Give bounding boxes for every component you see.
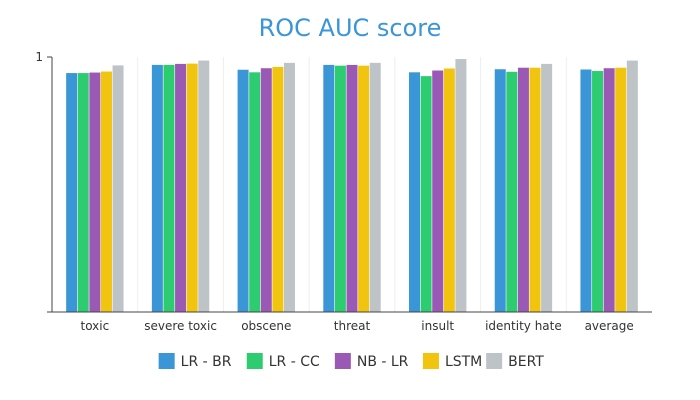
bar [198, 60, 210, 312]
bar [272, 66, 284, 312]
grid-lines [137, 57, 567, 312]
x-tick-label: average [585, 319, 634, 333]
bar [77, 73, 89, 312]
bar [541, 63, 553, 313]
x-tick-label: identity hate [485, 319, 562, 333]
bar [615, 67, 627, 313]
bar [175, 63, 187, 313]
legend-swatch [158, 353, 175, 369]
bar [409, 72, 421, 312]
legend-item: BERT [486, 353, 544, 370]
legend-item: NB - LR [334, 353, 409, 370]
legend-item: LR - CC [246, 353, 320, 370]
bar [529, 67, 541, 313]
legend-swatch [246, 353, 263, 369]
legend-item: LR - BR [158, 353, 232, 370]
legend-item: LSTM [422, 353, 482, 370]
bar [603, 68, 615, 312]
bar [100, 71, 112, 312]
bar [283, 62, 295, 312]
bar [592, 71, 604, 313]
bar [443, 68, 455, 312]
bar [323, 64, 335, 312]
x-tick-label: obscene [241, 319, 291, 333]
bars [66, 59, 638, 313]
bar [517, 67, 529, 313]
x-axis-ticks: toxic severe toxic obscene threat insult iden… [80, 319, 633, 333]
bar [346, 64, 358, 312]
bar [112, 65, 124, 312]
bar [89, 72, 101, 313]
bar [186, 63, 198, 312]
bar [369, 62, 381, 312]
chart-title: ROC AUC score [259, 14, 442, 42]
legend-label: LSTM [445, 354, 482, 370]
legend-swatch [334, 353, 351, 369]
bar [506, 71, 518, 312]
bar [432, 70, 444, 312]
y-axis-ticks: 1 [35, 50, 52, 64]
bar [358, 65, 370, 312]
bar [66, 73, 78, 312]
y-tick-label: 1 [35, 50, 43, 64]
bar [151, 64, 163, 312]
x-tick-label: toxic [80, 319, 109, 333]
legend-label: LR - CC [269, 354, 320, 370]
legend-label: NB - LR [357, 354, 409, 370]
x-tick-label: threat [334, 319, 371, 333]
bar [163, 64, 175, 312]
bar [260, 68, 272, 312]
legend: LR - BR LR - CC NB - LR LSTM BERT [158, 353, 544, 370]
legend-swatch [486, 353, 503, 369]
bar [249, 72, 261, 312]
bar [237, 69, 249, 312]
bar [334, 65, 346, 312]
bar [420, 76, 432, 312]
x-tick-label: insult [421, 319, 454, 333]
bar [626, 60, 638, 312]
bar [580, 69, 592, 313]
bar [455, 59, 467, 312]
legend-label: BERT [508, 354, 544, 370]
legend-swatch [422, 353, 439, 369]
x-tick-label: severe toxic [144, 319, 217, 333]
legend-label: LR - BR [181, 354, 232, 370]
axes [47, 57, 652, 313]
bar [494, 69, 506, 313]
